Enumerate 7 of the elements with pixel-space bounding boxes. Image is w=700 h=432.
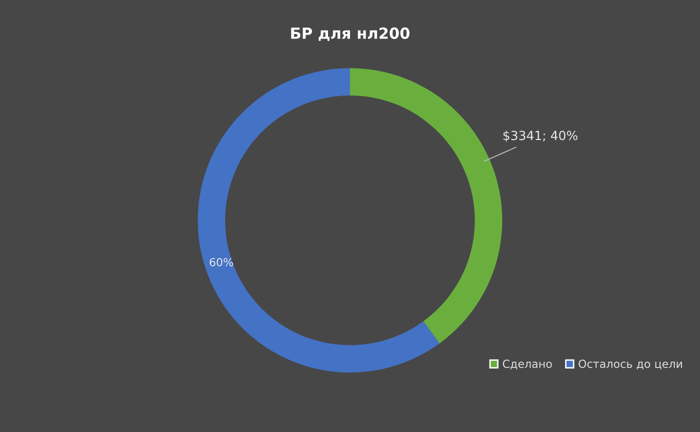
- data-label: $3341; 40%: [503, 130, 578, 142]
- data-label: 60%: [210, 258, 234, 266]
- legend-label: Сделано: [502, 360, 552, 370]
- donut-slice: [350, 68, 502, 344]
- legend-label: Осталось до цели: [578, 360, 682, 370]
- donut-slice: [198, 68, 440, 373]
- chart-title: БР для нл200: [291, 27, 410, 41]
